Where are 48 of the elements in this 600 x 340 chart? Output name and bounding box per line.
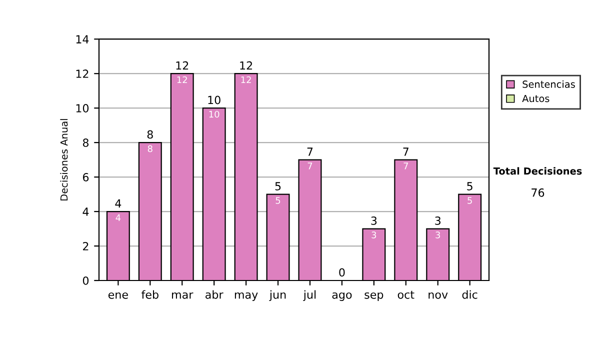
total-label: 7	[307, 148, 313, 156]
total-label: 5	[467, 182, 472, 190]
y-tick-label: 6	[82, 173, 89, 182]
legend-label: Autos	[522, 94, 550, 102]
x-tick-label: oct	[398, 290, 414, 299]
x-tick-label: may	[234, 292, 258, 301]
y-tick-label: 2	[83, 242, 88, 250]
y-axis-title: Decisiones Anual	[60, 119, 68, 200]
y-tick-label: 8	[82, 138, 89, 147]
data-label: 12	[177, 76, 187, 84]
total-label: 8	[147, 130, 153, 139]
total-label: 10	[208, 96, 220, 104]
data-label: 7	[404, 162, 408, 170]
x-tick-label: mar	[172, 292, 194, 299]
x-tick-label: feb	[142, 290, 158, 299]
x-tick-label: ago	[332, 292, 352, 301]
total-label: 5	[275, 182, 281, 190]
data-label: 3	[436, 232, 440, 238]
total-label: 7	[403, 148, 408, 156]
text: 76	[532, 188, 544, 197]
total-label: 0	[339, 268, 345, 277]
text: Total Decisiones	[493, 167, 582, 175]
x-tick-label: ene	[108, 292, 128, 299]
data-label: 3	[372, 232, 376, 238]
total-label: 4	[115, 199, 122, 208]
total-label: 12	[176, 61, 188, 70]
legend-label: Sentencias	[522, 80, 575, 88]
data-label: 4	[116, 214, 121, 221]
x-tick-label: dic	[462, 290, 478, 299]
y-tick-label: 4	[82, 208, 89, 216]
data-label: 10	[209, 110, 220, 118]
data-label: 8	[148, 145, 152, 152]
y-tick-label: 10	[76, 104, 89, 112]
data-label: 12	[241, 76, 251, 84]
y-tick-label: 14	[76, 35, 89, 44]
x-tick-label: jul	[303, 290, 316, 301]
x-tick-label: jun	[269, 290, 286, 301]
x-tick-label: abr	[206, 290, 224, 299]
data-label: 5	[468, 197, 472, 204]
total-label: 12	[240, 61, 252, 70]
total-label: 3	[371, 216, 377, 225]
y-tick-label: 12	[76, 70, 88, 78]
total-label: 3	[435, 216, 440, 225]
x-tick-label: nov	[428, 292, 448, 299]
data-label: 5	[276, 197, 280, 204]
x-tick-label: sep	[364, 292, 384, 301]
data-label: 7	[308, 162, 312, 170]
y-tick-label: 0	[82, 276, 89, 285]
